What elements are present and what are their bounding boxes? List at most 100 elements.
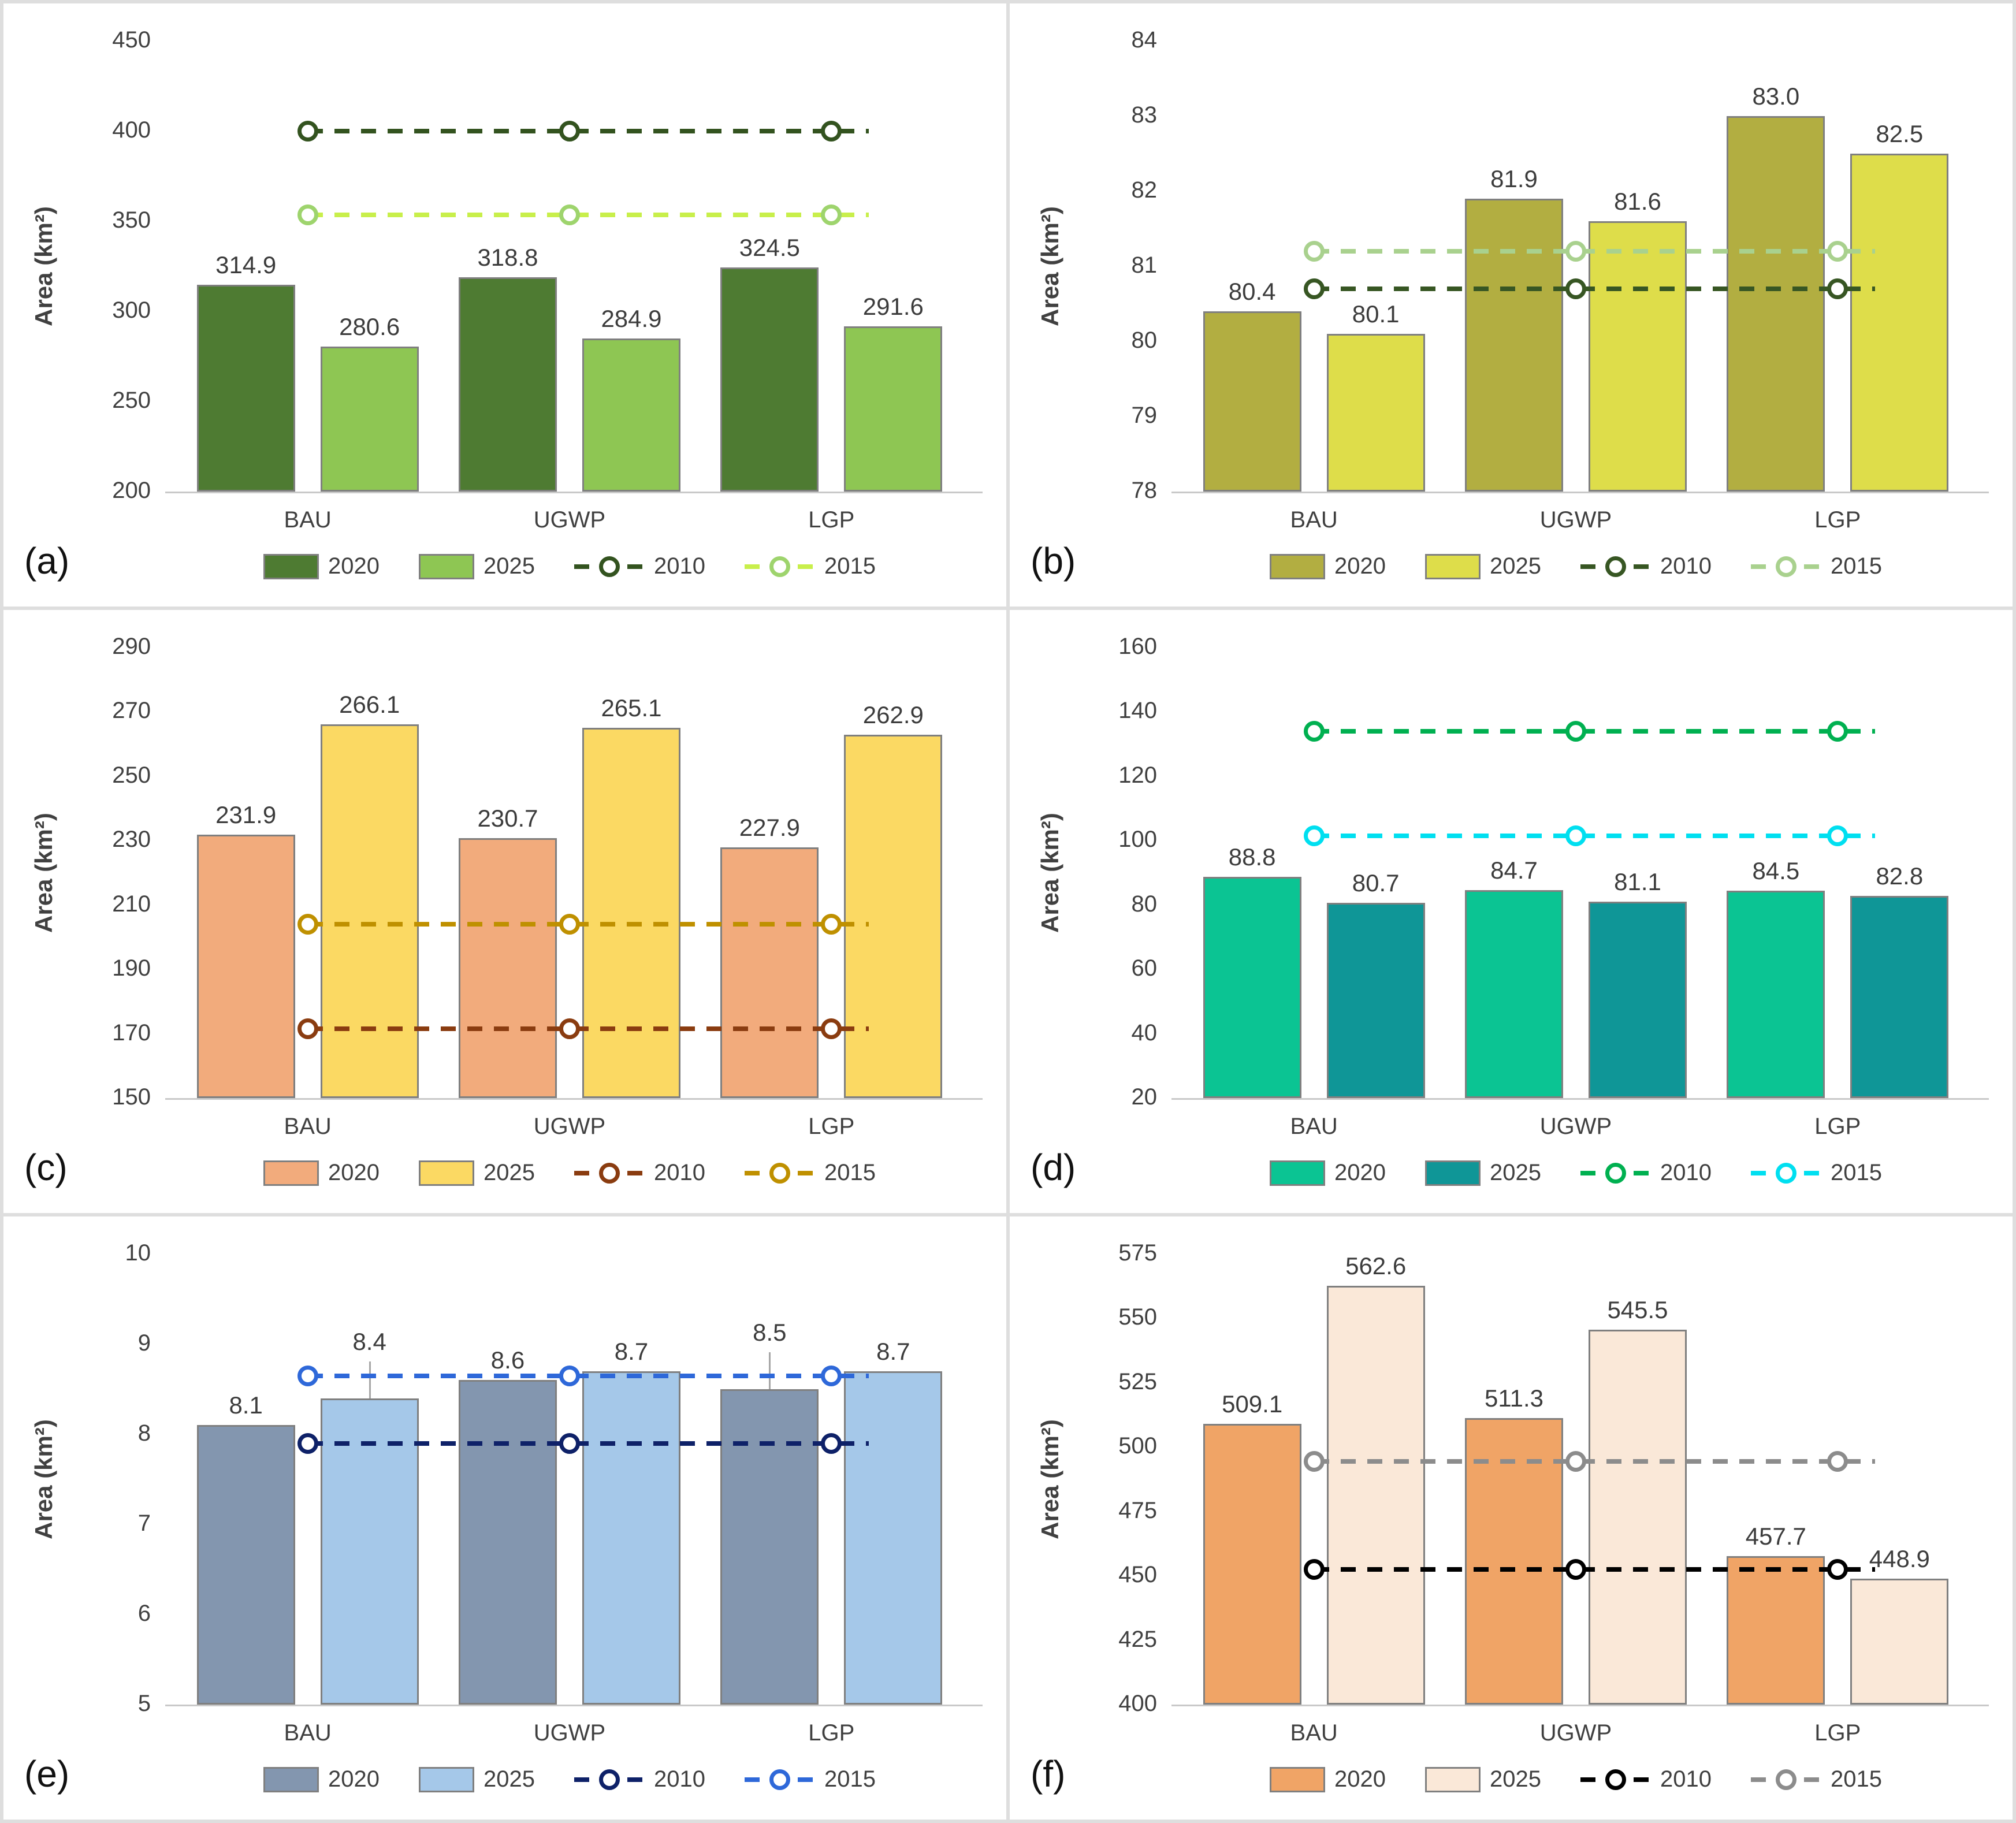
bar-value-label: 448.9 [1869,1545,1930,1573]
ref-line-marker-2010 [297,1433,318,1454]
bar-value-label: 80.7 [1352,869,1400,896]
legend: 2020 2025 2010 2015 [1183,1160,1969,1186]
bar-2025-ugwp [582,727,680,1098]
y-tick-label: 20 [1131,1084,1158,1110]
bar-value-label: 262.9 [862,701,924,728]
y-tick-label: 300 [112,297,151,323]
legend: 2020 2025 2010 2015 [177,1160,962,1186]
legend-marker [599,556,620,577]
legend-item-2010: 2010 [1580,1160,1712,1186]
bar-2025-ugwp [1589,901,1687,1098]
bar-value-label: 8.1 [229,1392,263,1419]
legend-marker [1775,556,1796,577]
ref-line-marker-2010 [821,121,842,142]
x-axis-line [165,1098,983,1100]
ref-line-marker-2010 [1303,1559,1325,1580]
x-axis-line [165,1705,983,1706]
legend-marker [599,1162,620,1184]
legend-item-2025: 2025 [419,1160,535,1186]
legend-item-2025: 2025 [1425,553,1541,579]
legend-item-2025: 2025 [1425,1766,1541,1792]
y-tick-label: 190 [112,955,151,981]
legend-line-sample-2010 [1580,1160,1651,1186]
y-tick-label: 5 [137,1691,151,1716]
ref-line-2010 [1314,728,1876,734]
bar-value-label: 314.9 [215,251,277,278]
legend-label-2015: 2015 [824,1160,876,1185]
ref-line-marker-2015 [821,1365,842,1386]
legend-line-sample-2015 [744,1160,815,1186]
legend-label-2010: 2010 [1660,1766,1712,1792]
panel-d: Area (km²) 20 40 60 80 100 120 140 160 88.8 84.7 84… [1010,610,2013,1213]
bar-2025-bau [320,724,419,1098]
legend-swatch-2025 [1425,553,1481,579]
panel-e: Area (km²) 5 6 7 8 9 10 8.1 8.6 8.5 8.4 8.7 8.7 BAU UG… [3,1216,1006,1820]
legend-item-2025: 2025 [419,1766,535,1792]
legend-item-2020: 2020 [1270,1766,1386,1792]
ref-line-marker-2015 [559,914,580,935]
panel-letter-e: (e) [24,1753,70,1795]
legend-item-2025: 2025 [419,553,535,579]
x-category-label-bau: BAU [1290,1114,1338,1139]
bar-2025-ugwp [1589,221,1687,492]
ref-line-marker-2015 [1303,825,1325,846]
x-axis-line [1171,492,1989,493]
ref-line-marker-2010 [297,1018,318,1040]
bar-value-label: 83.0 [1752,83,1800,110]
bar-2020-lgp [720,1389,819,1705]
ref-line-2015 [307,922,869,927]
ref-line-marker-2015 [559,204,580,226]
legend-label-2025: 2025 [483,553,535,579]
y-tick-label: 84 [1131,27,1158,53]
legend-swatch-2020 [1270,1766,1326,1792]
x-category-label-ugwp: UGWP [533,1114,606,1139]
legend-label-2010: 2010 [654,1766,705,1792]
bar-2020-bau [196,1425,295,1705]
panel-letter-a: (a) [24,540,70,582]
ref-line-marker-2015 [1827,825,1848,846]
ref-line-marker-2010 [821,1433,842,1454]
legend-item-2015: 2015 [1750,1766,1882,1792]
bar-2020-ugwp [1465,199,1563,492]
panel-letter-c: (c) [24,1147,68,1188]
legend-line-sample-2010 [574,554,645,579]
label-leader-line [769,1352,771,1389]
bar-value-label: 88.8 [1228,843,1276,870]
x-category-label-bau: BAU [284,1114,332,1139]
bar-2025-lgp [1850,1579,1949,1705]
bar-2020-lgp [1727,116,1825,492]
x-category-label-ugwp: UGWP [1539,1114,1612,1139]
legend-swatch-2025 [419,553,475,579]
legend-line-sample-2010 [574,1767,645,1792]
legend-swatch-2025 [419,1766,475,1792]
ref-line-marker-2015 [1303,241,1325,262]
y-tick-label: 160 [1118,634,1157,659]
y-tick-label: 200 [112,478,151,503]
bar-2020-bau [196,284,295,492]
bar-value-label: 230.7 [477,805,538,832]
ref-line-2015 [307,1373,869,1378]
ref-line-marker-2010 [1303,720,1325,742]
label-leader-line [369,1361,371,1398]
y-tick-label: 82 [1131,177,1158,203]
ref-line-2015 [1314,833,1876,838]
ref-line-marker-2010 [559,1433,580,1454]
x-axis-line [165,492,983,493]
x-category-label-bau: BAU [1290,1720,1338,1746]
legend-line-sample-2015 [744,1767,815,1792]
legend-marker [769,1769,790,1790]
bar-2020-bau [1203,311,1301,492]
ref-line-marker-2015 [297,1365,318,1386]
bar-value-label: 8.5 [753,1319,787,1346]
legend-item-2020: 2020 [263,553,380,579]
bar-value-label: 82.5 [1876,120,1924,147]
y-tick-label: 6 [137,1601,151,1626]
bar-value-label: 84.5 [1752,857,1800,884]
bar-2025-bau [1326,334,1425,492]
y-tick-label: 450 [112,27,151,53]
bar-value-label: 82.8 [1876,862,1924,890]
bar-2025-lgp [844,734,943,1098]
ref-line-2015 [1314,249,1876,254]
x-category-label-ugwp: UGWP [1539,507,1612,533]
x-category-label-ugwp: UGWP [1539,1720,1612,1746]
